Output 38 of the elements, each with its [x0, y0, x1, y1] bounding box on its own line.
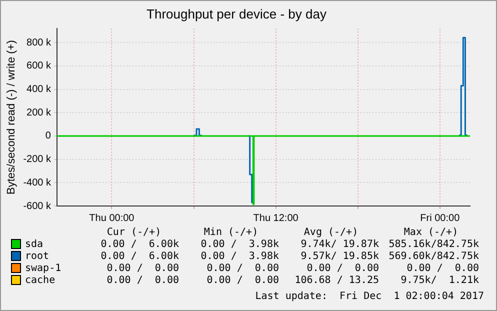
text: 0.00 / 0.00: [306, 263, 380, 275]
text: 9.74k/ 19.87k: [300, 239, 380, 251]
y-tick-label: 200 k: [26, 107, 52, 118]
x-tick-label: Fri 00:00: [420, 212, 460, 224]
text: 0.00 / 0.00: [206, 263, 280, 275]
y-tick-label: 600 k: [26, 60, 52, 72]
text: Avg (-/+): [302, 227, 360, 239]
y-tick-label: -400 k: [23, 177, 52, 188]
text: 569.60k/842.75k: [388, 251, 480, 263]
y-tick-label: -600 k: [23, 200, 52, 212]
x-tick-label: Thu 00:00: [89, 212, 135, 224]
text: 0.00 / 0.00: [406, 263, 480, 275]
text: 9.57k/ 19.85k: [300, 251, 380, 263]
y-tick-label: 800 k: [26, 37, 52, 48]
legend-label: root: [24, 251, 50, 263]
legend-label: cache: [24, 275, 56, 287]
text: 106.68 / 13.25: [294, 275, 380, 287]
x-tick-label: Thu 12:00: [253, 212, 299, 224]
text: 0.00 / 6.00k: [100, 239, 180, 251]
text: 0.00 / 3.98k: [200, 251, 280, 263]
y-tick-label: 400 k: [26, 84, 52, 96]
legend-label: sda: [24, 239, 44, 251]
y-tick-label: 0: [45, 130, 52, 142]
text: 0.00 / 3.98k: [200, 239, 280, 251]
chart-title: Throughput per device - by day: [146, 6, 327, 22]
text: 0.00 / 0.00: [106, 275, 180, 287]
y-axis-title: Bytes/second read (-) / write (+): [6, 40, 18, 194]
text: Cur (-/+): [106, 227, 162, 239]
y-tick-label: -200 k: [23, 154, 52, 166]
legend-label: swap-1: [24, 263, 62, 275]
text: 0.00 / 0.00: [106, 263, 180, 275]
text: 585.16k/842.75k: [388, 239, 480, 251]
text: 9.75k/ 1.21k: [400, 275, 480, 287]
text: 0.00 / 6.00k: [100, 251, 180, 263]
text: Max (-/+): [402, 227, 460, 239]
text: Min (-/+): [202, 227, 260, 239]
text: Last update: Fri Dec 1 02:00:04 2017: [255, 291, 484, 302]
text: 0.00 / 0.00: [206, 275, 280, 287]
